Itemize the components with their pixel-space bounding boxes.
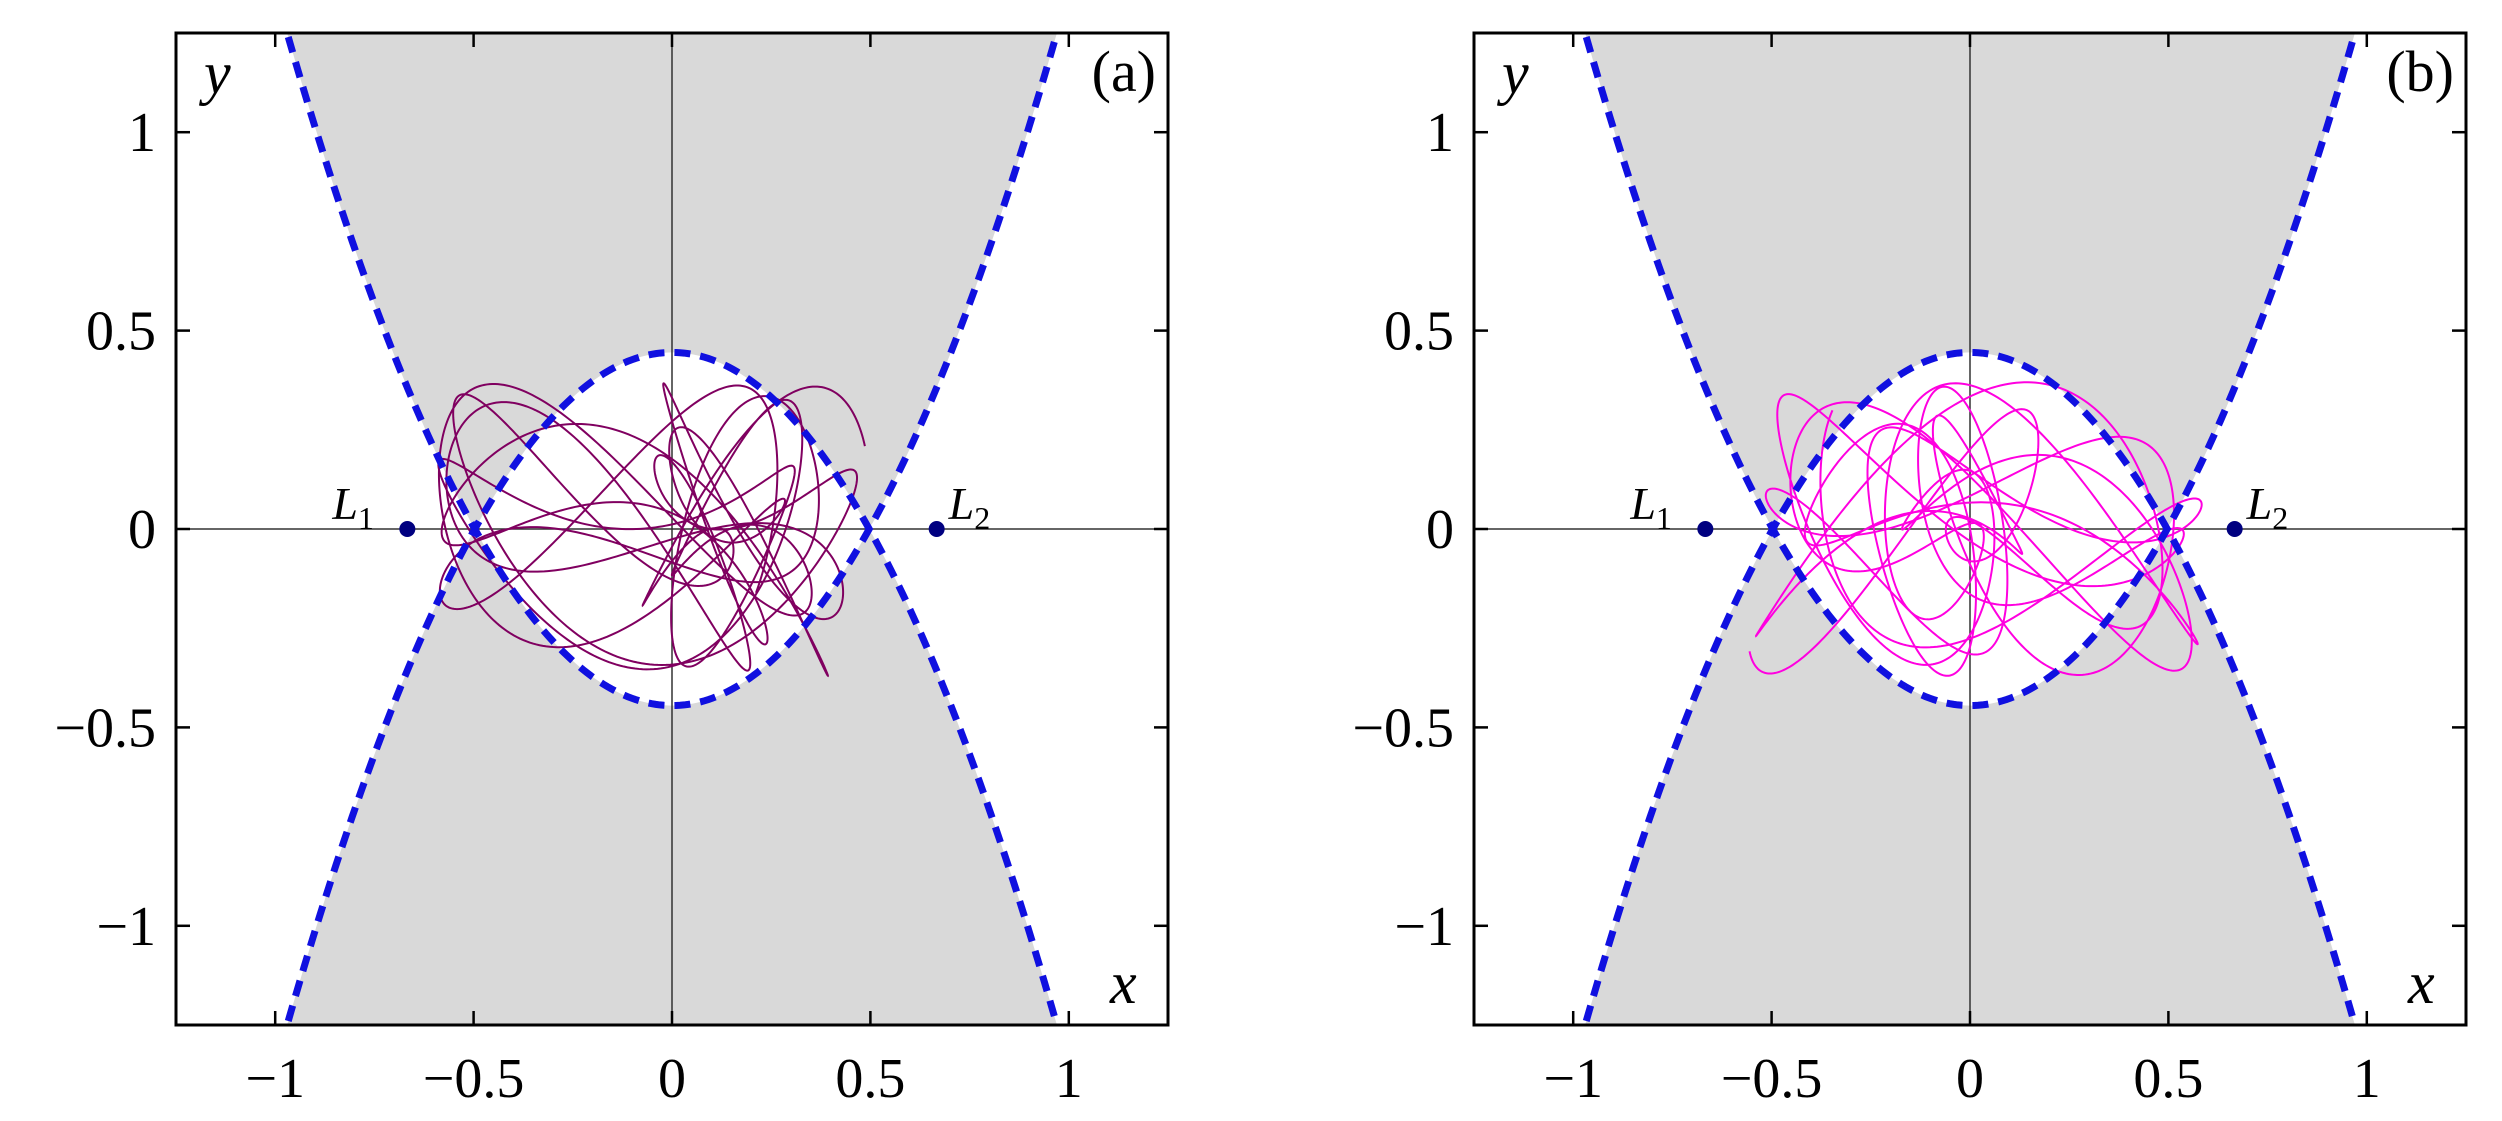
x-tick-label: 1 (1055, 1048, 1083, 1110)
lagrange-label-1: L1 (1629, 478, 1672, 536)
zero-velocity-curve-lower (283, 33, 1061, 710)
y-tick-label: −0.5 (1352, 697, 1454, 759)
lagrange-point-1 (399, 521, 416, 537)
panel-label: (b) (2386, 39, 2454, 104)
y-tick-label: 1 (128, 102, 156, 164)
x-tick-label: −0.5 (1721, 1048, 1823, 1110)
x-tick-label: 0 (1956, 1048, 1984, 1110)
plot-area (1474, 33, 2466, 1025)
lagrange-point-2 (2226, 521, 2243, 537)
x-tick-label: 1 (2353, 1048, 2381, 1110)
y-tick-label: 1 (1426, 102, 1454, 164)
y-tick-label: 0 (128, 499, 156, 561)
lagrange-point-2 (928, 521, 945, 537)
x-tick-label: −0.5 (423, 1048, 525, 1110)
y-tick-label: 0.5 (1384, 301, 1454, 363)
lagrange-point-1 (1697, 521, 1714, 537)
zero-velocity-curve-lower (1581, 33, 2359, 710)
y-tick-label: −1 (96, 896, 156, 958)
y-tick-label: 0.5 (86, 301, 156, 363)
zero-velocity-curve-upper (283, 348, 1061, 1025)
plot-area (176, 33, 1168, 1025)
x-tick-label: 0.5 (835, 1048, 905, 1110)
orbit-trajectory (1748, 381, 2203, 677)
panel-label: (a) (1092, 39, 1156, 104)
y-tick-label: 0 (1426, 499, 1454, 561)
lagrange-label-1: L1 (331, 478, 374, 536)
x-axis-label: x (1109, 950, 1137, 1016)
lagrange-label-2: L2 (948, 478, 991, 536)
y-axis-label: y (198, 40, 231, 106)
y-tick-label: −1 (1394, 896, 1454, 958)
orbit-trajectory (437, 382, 866, 678)
zero-velocity-curve-upper (1581, 348, 2359, 1025)
x-tick-label: −1 (245, 1048, 305, 1110)
x-tick-label: −1 (1543, 1048, 1603, 1110)
x-tick-label: 0 (658, 1048, 686, 1110)
y-axis-label: y (1496, 40, 1529, 106)
x-axis-label: x (2407, 950, 2435, 1016)
lagrange-label-2: L2 (2246, 478, 2289, 536)
x-tick-label: 0.5 (2133, 1048, 2203, 1110)
y-tick-label: −0.5 (54, 697, 156, 759)
